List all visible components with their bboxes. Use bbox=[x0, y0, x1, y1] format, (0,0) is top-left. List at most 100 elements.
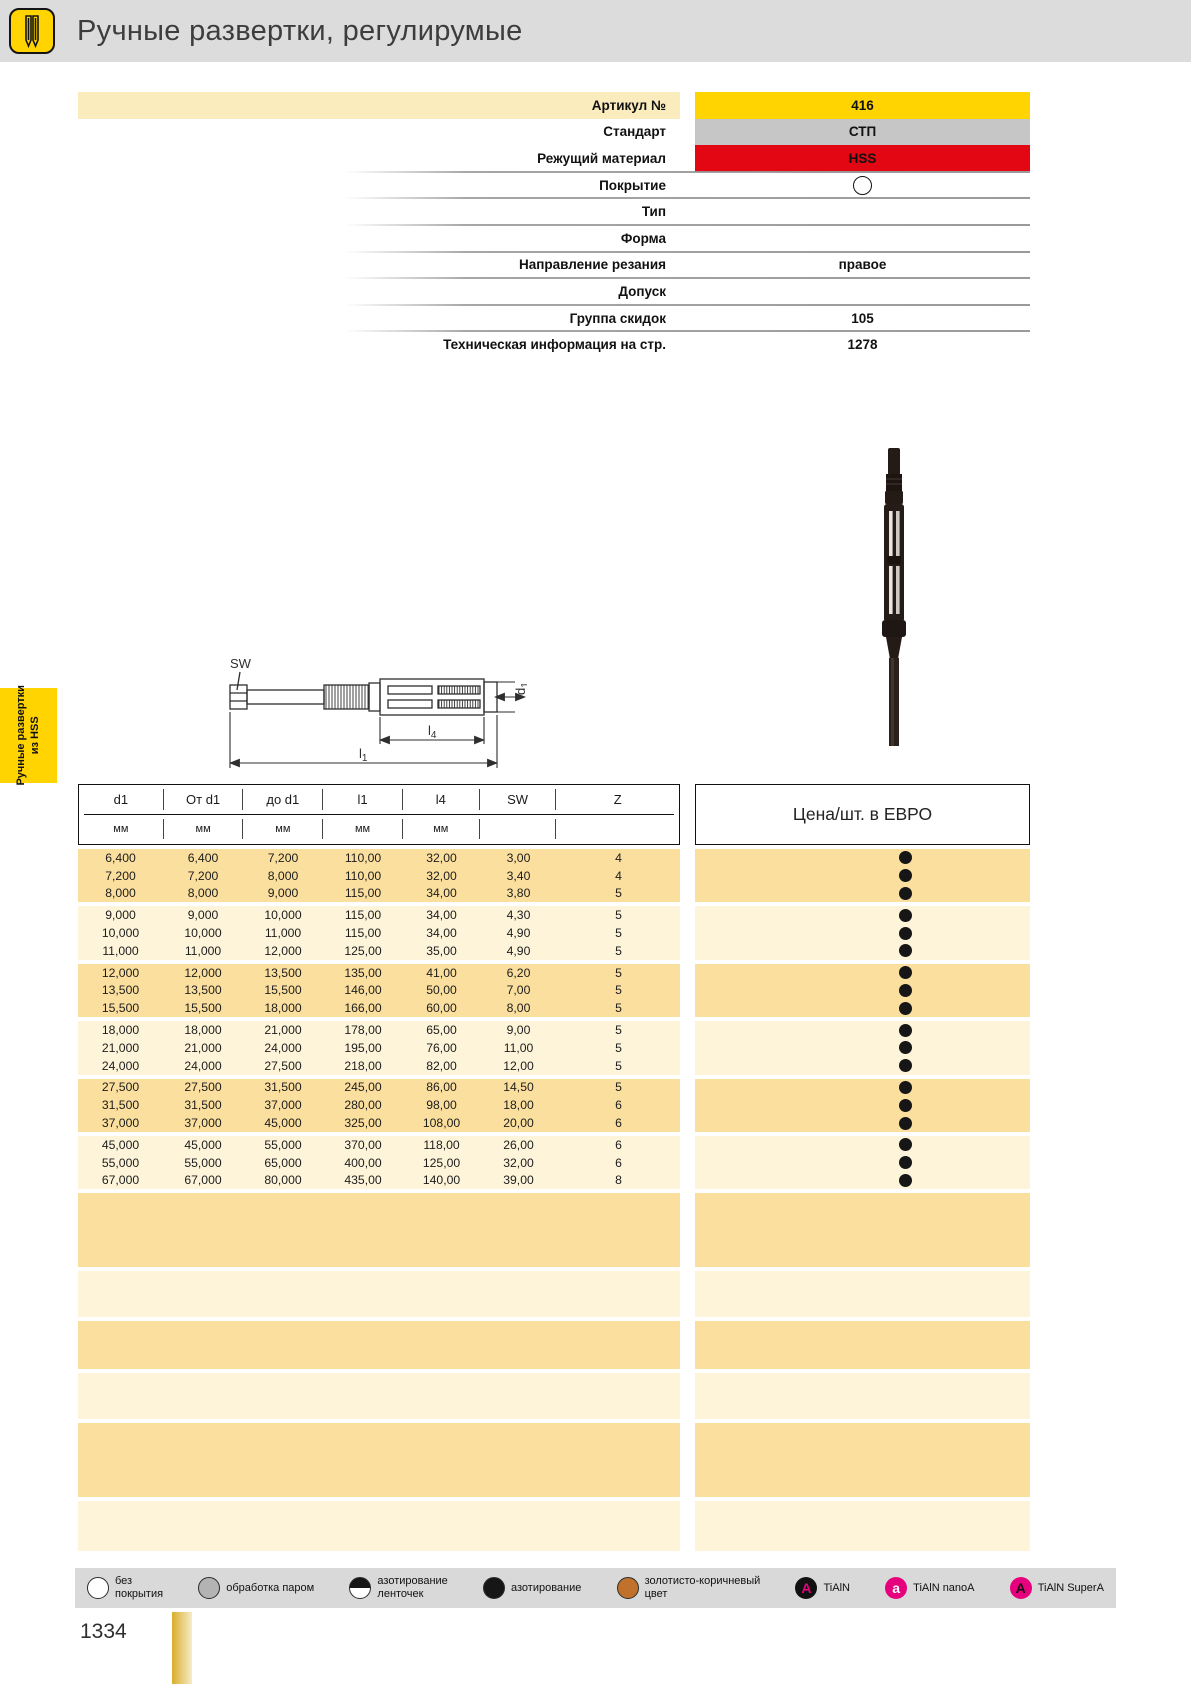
column-header-l4: l4 bbox=[403, 789, 480, 810]
row-group: 18,000 18,000 21,000 178,00 65,00 9,00 5 21,000… bbox=[78, 1021, 680, 1075]
table-row: 27,500 27,500 31,500 245,00 86,00 14,50 5 bbox=[78, 1079, 680, 1097]
table-cell: 4,30 bbox=[506, 908, 531, 923]
unit-header: мм bbox=[403, 819, 480, 839]
price-dot-icon bbox=[899, 851, 913, 865]
table-cell: 5 bbox=[615, 983, 622, 998]
empty-band bbox=[695, 1271, 1030, 1318]
table-cell: 325,00 bbox=[344, 1116, 382, 1131]
table-cell: 80,000 bbox=[264, 1173, 302, 1188]
table-cell: 35,00 bbox=[426, 943, 457, 958]
table-row: 6,400 6,400 7,200 110,00 32,00 3,00 4 bbox=[78, 849, 680, 867]
unit-header: мм bbox=[243, 819, 324, 839]
table-cell: 18,00 bbox=[503, 1098, 534, 1113]
price-row-group bbox=[695, 1078, 1030, 1132]
side-tab: Ручные развертки из HSS bbox=[0, 685, 57, 786]
product-photo bbox=[882, 448, 906, 746]
table-cell: 5 bbox=[615, 965, 622, 980]
table-cell: 280,00 bbox=[344, 1098, 382, 1113]
column-headers: d1 От d1 до d1 l1 l4 SW Z bbox=[79, 785, 679, 814]
row-group: 12,000 12,000 13,500 135,00 41,00 6,20 5 13,500… bbox=[78, 963, 680, 1018]
table-cell: 11,00 bbox=[503, 1040, 534, 1055]
table-cell: 65,00 bbox=[426, 1023, 457, 1038]
spec-value bbox=[695, 198, 1030, 225]
table-cell: 5 bbox=[615, 1040, 622, 1055]
table-cell: 7,200 bbox=[187, 868, 219, 883]
table-cell: 15,500 bbox=[101, 1001, 140, 1016]
table-cell: 115,00 bbox=[344, 886, 382, 901]
table-row: 37,000 37,000 45,000 325,00 108,00 20,00 6 bbox=[78, 1114, 680, 1132]
spec-row: Артикул № 416 bbox=[78, 92, 1030, 119]
legend-item: a TiAlN nanoA bbox=[885, 1577, 975, 1599]
price-row bbox=[695, 1021, 1030, 1039]
table-cell: 5 bbox=[615, 1080, 622, 1095]
table-cell: 7,200 bbox=[105, 868, 136, 883]
table-cell: 24,000 bbox=[184, 1058, 222, 1073]
table-cell: 4 bbox=[615, 850, 622, 865]
price-row-group bbox=[695, 963, 1030, 1018]
table-cell: 26,00 bbox=[503, 1137, 534, 1152]
table-cell: 12,000 bbox=[184, 965, 222, 980]
spec-value bbox=[695, 225, 1030, 252]
table-cell: 32,00 bbox=[503, 1155, 534, 1170]
table-cell: 98,00 bbox=[426, 1098, 457, 1113]
table-cell: 108,00 bbox=[422, 1116, 461, 1131]
spec-value: СТП bbox=[695, 118, 1030, 146]
empty-band bbox=[78, 1321, 680, 1370]
tialn-supera-icon: A bbox=[1009, 1577, 1032, 1599]
column-header-до d1: до d1 bbox=[243, 789, 324, 810]
table-cell: 115,00 bbox=[344, 926, 382, 941]
price-row bbox=[695, 849, 1030, 867]
spec-row: Группа скидок 105 bbox=[78, 305, 1030, 332]
price-dot-icon bbox=[899, 1138, 913, 1152]
spec-value bbox=[695, 172, 1030, 199]
table-cell: 6 bbox=[615, 1098, 622, 1113]
price-dot-icon bbox=[899, 983, 913, 997]
table-cell: 15,500 bbox=[184, 1001, 222, 1016]
table-cell: 15,500 bbox=[264, 983, 302, 998]
spec-value bbox=[695, 278, 1030, 305]
price-row bbox=[695, 1114, 1030, 1132]
empty-band bbox=[695, 1423, 1030, 1498]
price-row bbox=[695, 885, 1030, 903]
column-header-От d1: От d1 bbox=[164, 789, 244, 810]
table-row: 67,000 67,000 80,000 435,00 140,00 39,00 8 bbox=[78, 1172, 680, 1190]
table-cell: 10,000 bbox=[264, 908, 302, 923]
empty-band bbox=[695, 1373, 1030, 1420]
legend-item: обработка паром bbox=[198, 1577, 314, 1599]
table-cell: 14,50 bbox=[503, 1080, 534, 1095]
table-cell: 45,000 bbox=[101, 1137, 140, 1152]
table-cell: 5 bbox=[615, 943, 622, 958]
table-cell: 8,000 bbox=[267, 868, 299, 883]
table-cell: 45,000 bbox=[264, 1116, 302, 1131]
table-cell: 5 bbox=[615, 926, 622, 941]
legend-label: азотирование ленточек bbox=[377, 1575, 448, 1600]
table-cell: 8,000 bbox=[187, 886, 219, 901]
page-number: 1334 bbox=[80, 1620, 127, 1643]
no-coating-icon bbox=[87, 1577, 109, 1599]
dim-label-sw: SW bbox=[230, 656, 252, 671]
table-cell: 6 bbox=[615, 1155, 622, 1170]
empty-band bbox=[695, 1501, 1030, 1552]
table-cell: 31,500 bbox=[101, 1098, 140, 1113]
table-cell: 21,000 bbox=[184, 1040, 222, 1055]
price-dot-icon bbox=[899, 926, 913, 940]
price-row bbox=[695, 1057, 1030, 1075]
table-cell: 12,000 bbox=[264, 943, 302, 958]
table-cell: 24,000 bbox=[101, 1058, 140, 1073]
table-row: 7,200 7,200 8,000 110,00 32,00 3,40 4 bbox=[78, 867, 680, 885]
table-cell: 9,000 bbox=[267, 886, 299, 901]
table-cell: 4 bbox=[615, 868, 622, 883]
table-cell: 3,40 bbox=[506, 868, 531, 883]
unit-header: мм bbox=[164, 819, 244, 839]
table-cell: 9,000 bbox=[187, 908, 219, 923]
table-cell: 5 bbox=[615, 1058, 622, 1073]
table-cell: 45,000 bbox=[184, 1137, 222, 1152]
table-cell: 110,00 bbox=[344, 868, 382, 883]
unit-headers: мм мм мм мм мм bbox=[79, 815, 679, 842]
table-row: 9,000 9,000 10,000 115,00 34,00 4,30 5 bbox=[78, 906, 680, 924]
price-dot-icon bbox=[899, 1098, 913, 1112]
table-cell: 146,00 bbox=[344, 983, 382, 998]
empty-band bbox=[695, 1193, 1030, 1268]
price-row-group bbox=[695, 906, 1030, 960]
table-cell: 5 bbox=[615, 1001, 622, 1016]
